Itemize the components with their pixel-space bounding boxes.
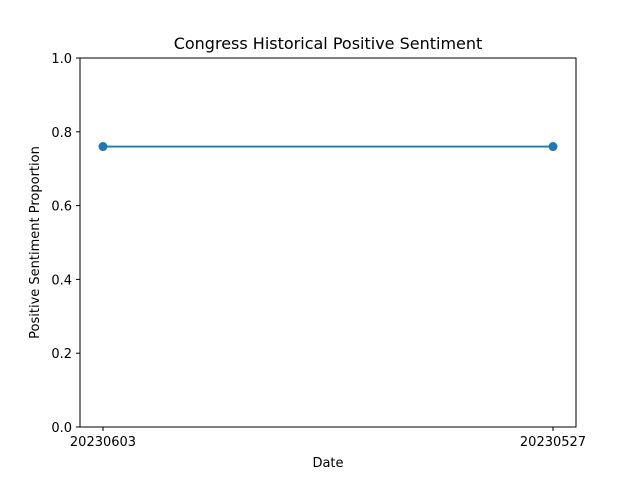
x-axis-label: Date bbox=[312, 456, 343, 471]
y-tick-label: 0.8 bbox=[51, 126, 72, 141]
y-tick-label: 1.0 bbox=[51, 52, 72, 67]
y-tick-label: 0.2 bbox=[51, 347, 72, 362]
y-axis-label: Positive Sentiment Proportion bbox=[28, 146, 43, 339]
chart-title: Congress Historical Positive Sentiment bbox=[174, 34, 483, 53]
x-axis: 20230603 20230527 bbox=[70, 427, 586, 450]
y-tick-label: 0.4 bbox=[51, 273, 72, 288]
x-tick-label: 20230603 bbox=[70, 435, 136, 450]
y-tick-label: 0.6 bbox=[51, 200, 72, 215]
data-point bbox=[548, 142, 558, 152]
series-group bbox=[98, 142, 558, 152]
x-tick-label: 20230527 bbox=[520, 435, 586, 450]
y-axis: 0.0 0.2 0.4 0.6 0.8 1.0 bbox=[51, 52, 80, 436]
y-tick-label: 0.0 bbox=[51, 421, 72, 436]
data-point bbox=[98, 142, 108, 152]
plot-area bbox=[79, 57, 577, 428]
